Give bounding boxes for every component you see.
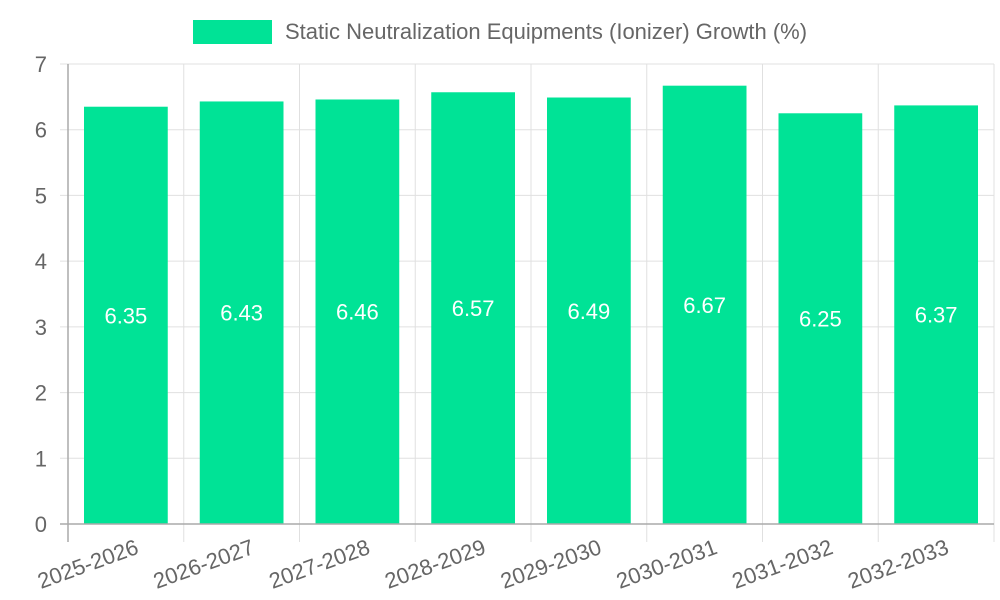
y-tick-label: 7: [35, 52, 47, 77]
bar[interactable]: [547, 97, 631, 524]
x-tick-label: 2026-2027: [150, 534, 257, 593]
y-tick-label: 4: [35, 249, 47, 274]
y-tick-label: 6: [35, 118, 47, 143]
data-label: 6.35: [104, 303, 147, 328]
x-tick-label: 2031-2032: [729, 534, 836, 593]
bars: [84, 85, 978, 525]
x-tick-label: 2025-2026: [34, 534, 141, 593]
bar[interactable]: [84, 106, 168, 524]
legend-swatch: [192, 20, 272, 44]
x-axis-ticks: 2025-2026 2026-2027 2027-2028 2028-2029 2029…: [34, 534, 952, 593]
data-label: 6.67: [683, 293, 726, 318]
data-label: 6.37: [915, 303, 958, 328]
legend-label[interactable]: Static Neutralization Equipments (Ionize…: [284, 19, 808, 44]
bar[interactable]: [315, 99, 400, 524]
bar[interactable]: [894, 105, 978, 525]
y-tick-label: 0: [35, 512, 47, 537]
data-label: 6.25: [799, 307, 842, 332]
x-tick-label: 2027-2028: [266, 534, 373, 593]
axes: [60, 64, 994, 542]
data-label: 6.49: [567, 299, 610, 324]
data-label: 6.46: [336, 300, 379, 325]
data-label: 6.43: [220, 301, 263, 326]
x-tick-label: 2030-2031: [613, 534, 720, 593]
y-tick-label: 2: [35, 381, 47, 406]
data-labels: 6.35 6.43 6.46 6.57 6.49 6.67 6.25 6.37: [104, 293, 957, 332]
bar[interactable]: [662, 85, 747, 524]
y-axis-ticks: 0 1 2 3 4 5 6 7: [35, 52, 47, 537]
bar[interactable]: [778, 113, 863, 525]
y-tick-label: 1: [35, 446, 47, 471]
x-tick-label: 2028-2029: [381, 534, 488, 593]
y-tick-label: 5: [35, 183, 47, 208]
bar[interactable]: [431, 92, 515, 524]
y-tick-label: 3: [35, 315, 47, 340]
data-label: 6.57: [452, 296, 495, 321]
chart-legend: Static Neutralization Equipments (Ionize…: [0, 18, 1000, 46]
bar[interactable]: [199, 101, 284, 524]
x-tick-label: 2029-2030: [497, 534, 604, 593]
x-tick-label: 2032-2033: [844, 534, 951, 593]
